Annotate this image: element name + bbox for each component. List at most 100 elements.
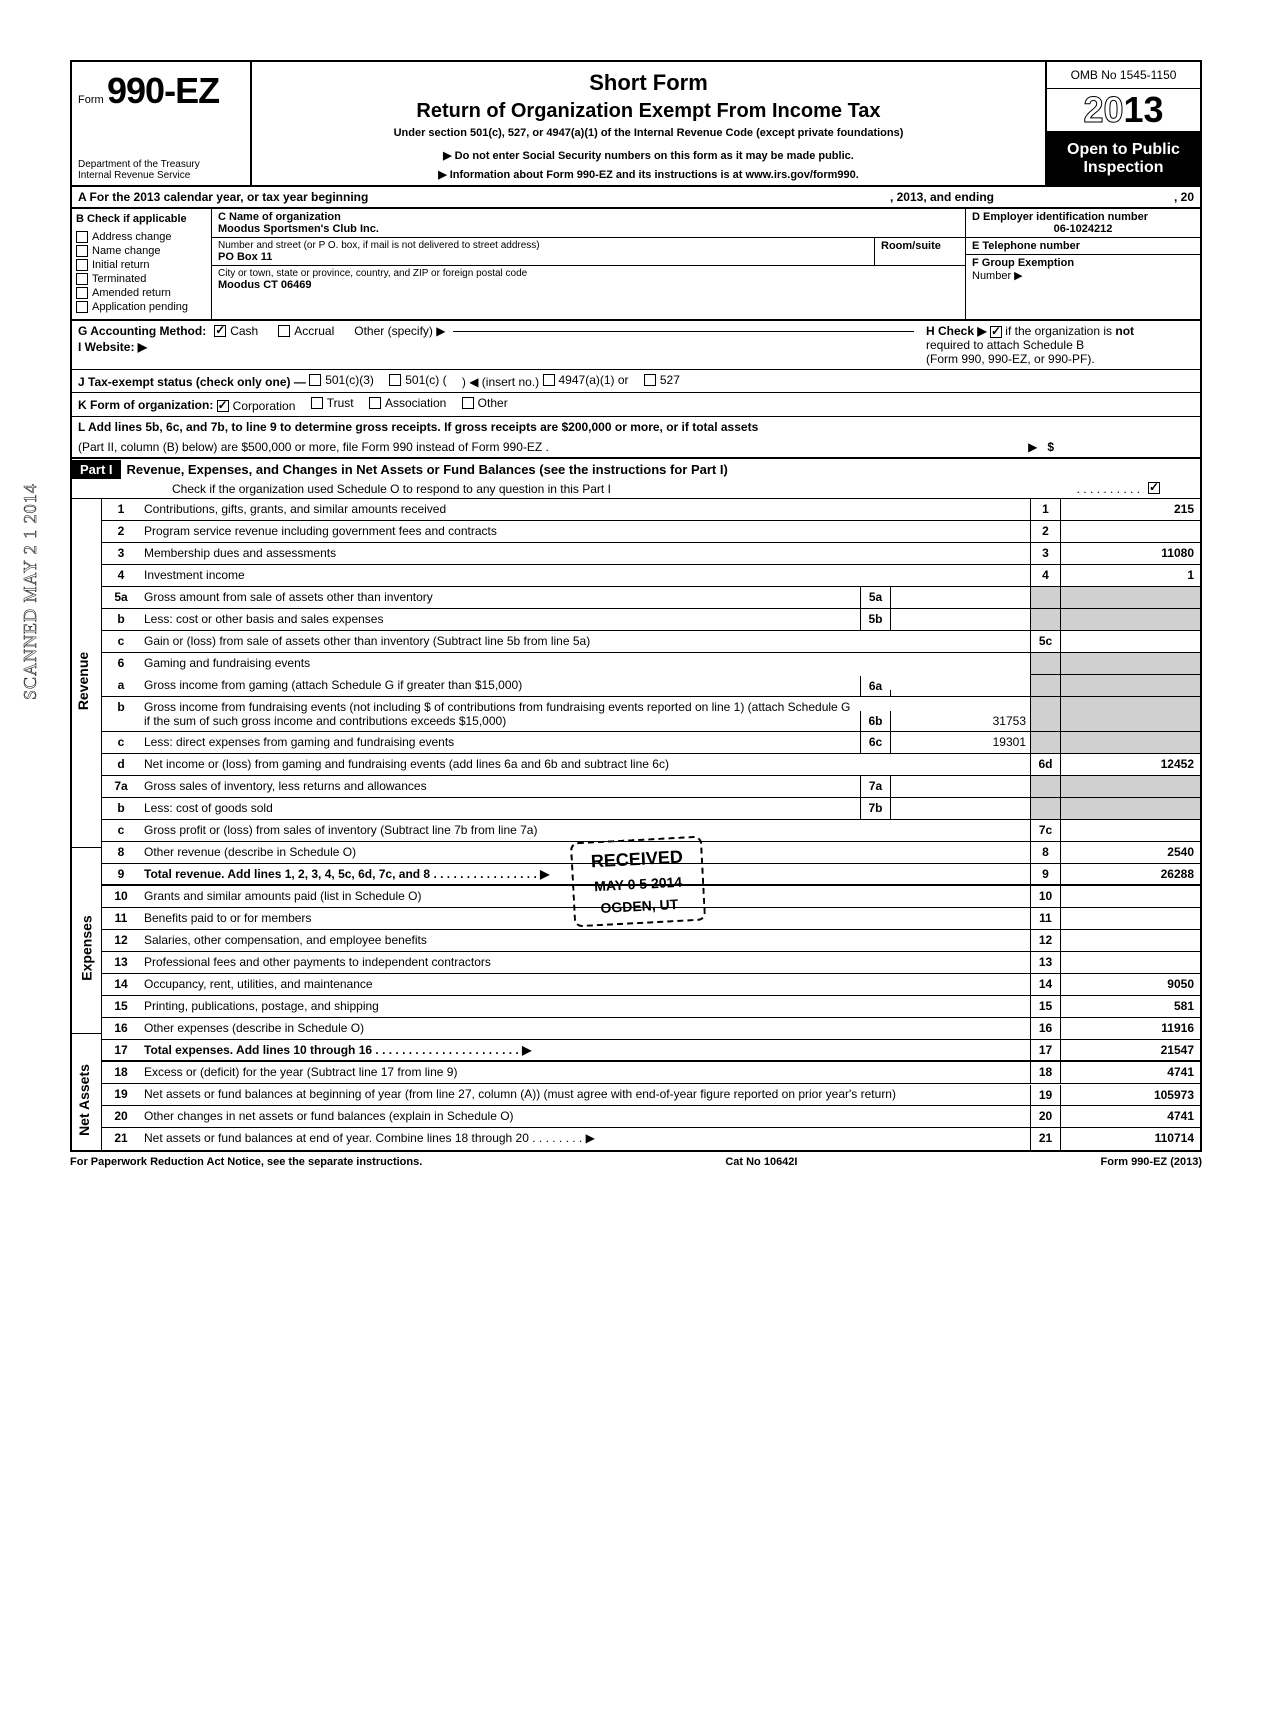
line-6a-desc: Gross income from gaming (attach Schedul… [140,675,860,696]
line-8-val: 2540 [1060,842,1200,863]
checkbox-icon [644,374,656,386]
checkbox-icon [214,325,226,337]
chk-501c[interactable]: 501(c) ( [389,373,446,387]
chk-accrual[interactable]: Accrual [278,324,334,338]
col-b-label: B Check if applicable [76,213,207,225]
chk-4947a1[interactable]: 4947(a)(1) or [543,373,629,387]
line-17: 17Total expenses. Add lines 10 through 1… [102,1040,1200,1062]
checkbox-icon [278,325,290,337]
header-right: OMB No 1545-1150 2013 Open to Public Ins… [1045,62,1200,185]
col-def: D Employer identification number 06-1024… [965,209,1200,319]
form-prefix: Form [78,94,104,106]
chk-association[interactable]: Association [369,396,446,410]
c-addr-label: Number and street (or P O. box, if mail … [218,240,868,251]
chk-schedule-b[interactable] [990,326,1002,338]
line-3-val: 11080 [1060,543,1200,564]
line-11-desc: Benefits paid to or for members [140,908,1030,929]
line-6a-mid [890,690,1030,696]
line-1-desc: Contributions, gifts, grants, and simila… [140,499,1030,520]
chk-corporation[interactable]: Corporation [217,399,296,413]
d-row: D Employer identification number 06-1024… [966,209,1200,238]
g-other-fill[interactable] [453,331,914,332]
chk-label: 501(c)(3) [325,373,374,387]
checkbox-icon [76,245,88,257]
chk-other-org[interactable]: Other [462,396,508,410]
line-6-desc: Gaming and fundraising events [140,653,1030,675]
chk-terminated[interactable]: Terminated [76,273,207,285]
line-15-val: 581 [1060,996,1200,1017]
line-6d: dNet income or (loss) from gaming and fu… [102,754,1200,776]
line-2-desc: Program service revenue including govern… [140,521,1030,542]
line-9-desc: Total revenue. Add lines 1, 2, 3, 4, 5c,… [144,867,430,881]
line-16-desc: Other expenses (describe in Schedule O) [140,1018,1030,1039]
chk-trust[interactable]: Trust [311,396,354,410]
line-18-desc: Excess or (deficit) for the year (Subtra… [140,1062,1030,1083]
line-7a-desc: Gross sales of inventory, less returns a… [140,776,860,797]
chk-amended-return[interactable]: Amended return [76,287,207,299]
chk-schedule-o[interactable] [1148,482,1160,494]
chk-label: Other [478,396,508,410]
line-13-desc: Professional fees and other payments to … [140,952,1030,973]
line-5c-desc: Gain or (loss) from sale of assets other… [140,631,1030,652]
line-5c-val [1060,631,1200,652]
section-bcdef: B Check if applicable Address change Nam… [70,209,1202,321]
h-text4: required to attach Schedule B [926,338,1194,352]
f-label: F Group Exemption [972,257,1194,269]
g-label: G Accounting Method: [78,324,206,338]
year-prefix: 20 [1083,89,1123,130]
ssn-warning: Do not enter Social Security numbers on … [262,149,1035,162]
chk-name-change[interactable]: Name change [76,245,207,257]
dept-treasury: Department of the Treasury [78,159,244,170]
line-6b-mid: 31753 [890,711,1030,731]
irs: Internal Revenue Service [78,170,244,181]
under-section: Under section 501(c), 527, or 4947(a)(1)… [262,127,1035,139]
line-12-desc: Salaries, other compensation, and employ… [140,930,1030,951]
part-1-header: Part I Revenue, Expenses, and Changes in… [70,459,1202,499]
line-12-val [1060,930,1200,951]
header-center: Short Form Return of Organization Exempt… [252,62,1045,185]
chk-501c3[interactable]: 501(c)(3) [309,373,374,387]
line-21: 21Net assets or fund balances at end of … [102,1128,1200,1150]
chk-label: Terminated [92,273,146,285]
e-label: E Telephone number [972,240,1194,252]
line-6: 6Gaming and fundraising events [102,653,1200,675]
chk-527[interactable]: 527 [644,373,680,387]
footer-paperwork: For Paperwork Reduction Act Notice, see … [70,1156,422,1168]
line-4: 4Investment income41 [102,565,1200,587]
grid-body: 1Contributions, gifts, grants, and simil… [102,499,1200,1150]
line-6c-mid: 19301 [890,732,1030,753]
line-8: 8Other revenue (describe in Schedule O)8… [102,842,1200,864]
org-city: Moodus CT 06469 [218,279,959,291]
line-15-desc: Printing, publications, postage, and shi… [140,996,1030,1017]
chk-initial-return[interactable]: Initial return [76,259,207,271]
line-14-desc: Occupancy, rent, utilities, and maintena… [140,974,1030,995]
line-7c-desc: Gross profit or (loss) from sales of inv… [140,820,1030,841]
omb-number: OMB No 1545-1150 [1047,62,1200,89]
row-l-1: L Add lines 5b, 6c, and 7b, to line 9 to… [70,417,1202,437]
tax-year: 2013 [1047,89,1200,133]
row-k: K Form of organization: Corporation Trus… [70,393,1202,417]
line-21-desc: Net assets or fund balances at end of ye… [144,1131,529,1145]
c-city-label: City or town, state or province, country… [218,268,959,279]
e-row: E Telephone number [966,238,1200,255]
chk-label: Trust [327,396,354,410]
line-3-desc: Membership dues and assessments [140,543,1030,564]
c-name-label: C Name of organization [218,211,959,223]
line-8-desc: Other revenue (describe in Schedule O) [140,842,1030,863]
line-10-desc: Grants and similar amounts paid (list in… [140,886,1030,907]
chk-label: 501(c) ( [405,373,446,387]
c-room: Room/suite [875,238,965,265]
chk-application-pending[interactable]: Application pending [76,301,207,313]
row-a-right: , 20 [994,190,1194,204]
l-line1: L Add lines 5b, 6c, and 7b, to line 9 to… [78,420,758,434]
line-6c-desc: Less: direct expenses from gaming and fu… [140,732,860,753]
line-7c: cGross profit or (loss) from sales of in… [102,820,1200,842]
line-13: 13Professional fees and other payments t… [102,952,1200,974]
col-c: C Name of organization Moodus Sportsmen'… [212,209,965,319]
line-17-desc: Total expenses. Add lines 10 through 16 [144,1043,372,1057]
chk-cash[interactable]: Cash [214,324,258,338]
line-19-desc: Net assets or fund balances at beginning… [140,1084,1030,1105]
chk-label: Amended return [92,287,171,299]
g-other: Other (specify) ▶ [354,324,445,338]
chk-address-change[interactable]: Address change [76,231,207,243]
